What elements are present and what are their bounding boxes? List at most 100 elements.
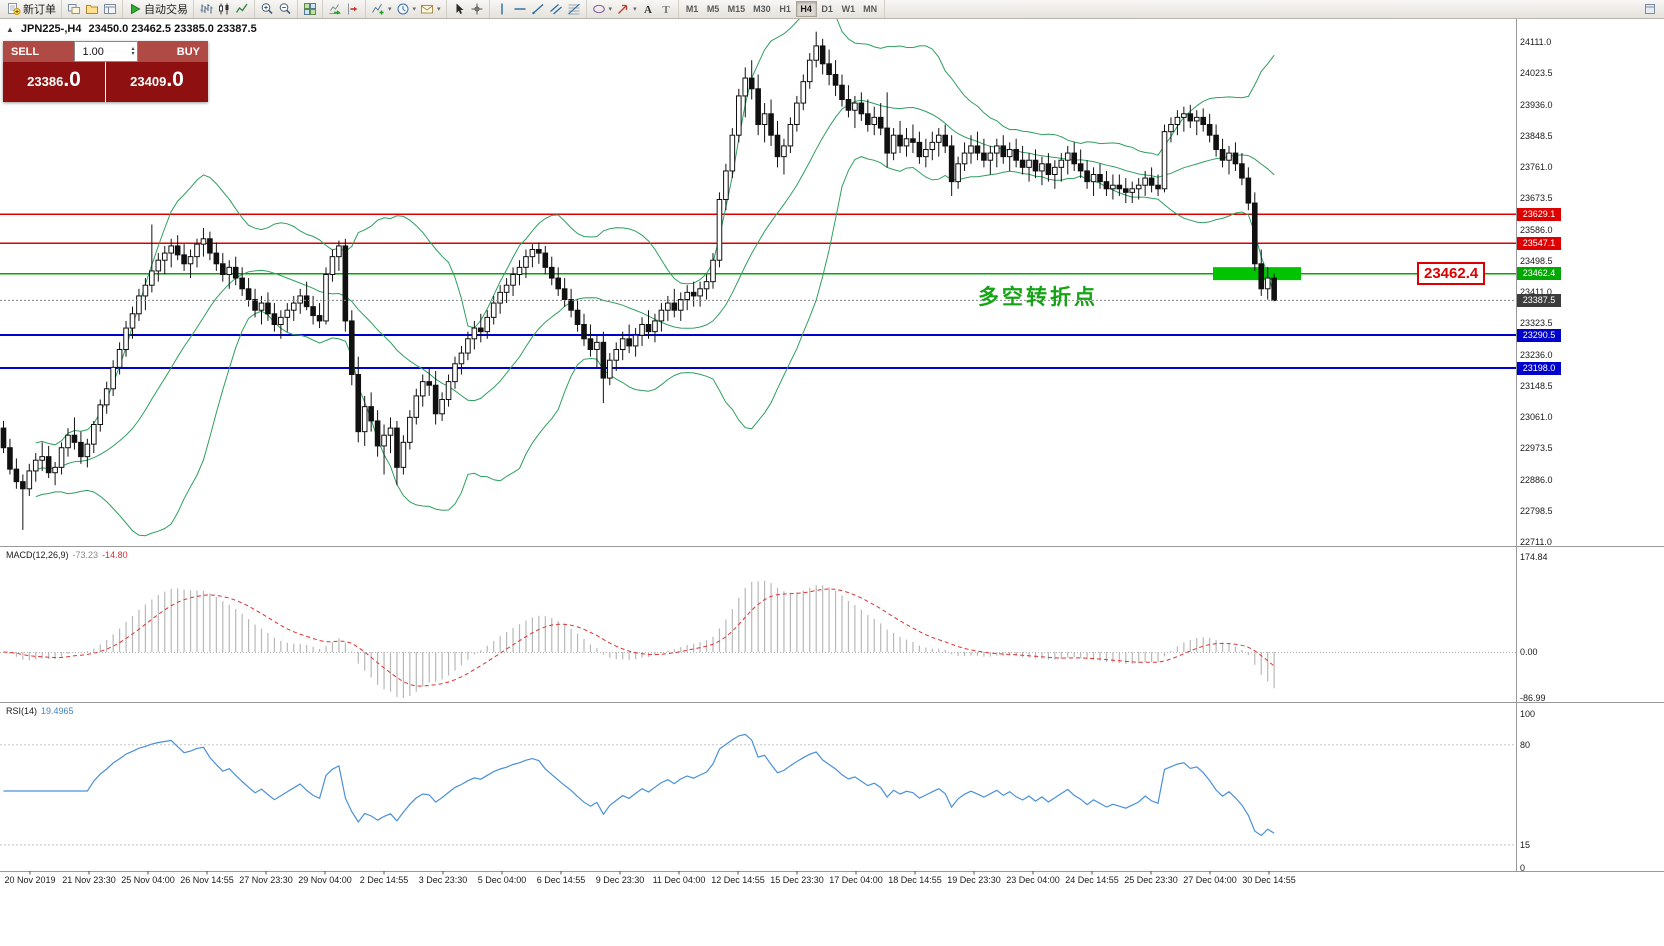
windows-icon <box>1643 2 1657 16</box>
new-order-label: 新订单 <box>23 4 56 16</box>
volume-value: 1.00 <box>82 45 104 58</box>
buy-price[interactable]: 23409.0 <box>106 62 208 102</box>
zoom-out-button[interactable] <box>276 1 294 18</box>
label-icon: T <box>659 2 673 16</box>
dropdown-caret-icon: ▾ <box>608 6 613 13</box>
text-icon: A <box>641 2 655 16</box>
tile-windows-icon <box>303 2 317 16</box>
equidistant-channel-button[interactable] <box>547 1 565 18</box>
toolbar-group <box>323 0 366 18</box>
candlestick-icon <box>217 2 231 16</box>
svg-text:A: A <box>644 4 652 16</box>
indicators-button[interactable]: ▾ <box>369 1 394 18</box>
volume-input[interactable]: 1.00 ▴ ▾ <box>73 41 138 62</box>
volume-up-icon[interactable]: ▴ <box>131 45 135 52</box>
toolbar-group: 新订单 <box>2 0 62 18</box>
sell-price[interactable]: 23386.0 <box>3 62 105 102</box>
charts-icon <box>67 2 81 16</box>
candlesticks <box>0 31 1277 530</box>
text-label-button[interactable]: T <box>657 1 675 18</box>
timeframe-W1-button[interactable]: W1 <box>838 1 860 17</box>
arrows-icon <box>616 2 630 16</box>
zoom-in-icon <box>260 2 274 16</box>
terminal-button[interactable] <box>101 1 119 18</box>
charts-button[interactable] <box>65 1 83 18</box>
crosshair-icon <box>470 2 484 16</box>
toolbar: 新订单 自动交易 ▾ ▾ ▾ ▾ ▾ A T M1 M5 M15 M30 H1 H4 D1 W1 MN <box>0 0 1664 19</box>
line-chart-icon <box>235 2 249 16</box>
profiles-icon <box>85 2 99 16</box>
vline-icon <box>495 2 509 16</box>
cursor-button[interactable] <box>450 1 468 18</box>
templates-button[interactable]: ▾ <box>418 1 443 18</box>
timeframe-H1-button[interactable]: H1 <box>775 1 796 17</box>
svg-text:T: T <box>662 4 670 16</box>
volume-down-icon[interactable]: ▾ <box>131 50 135 57</box>
sell-button[interactable]: SELL <box>3 41 74 62</box>
tile-windows-button[interactable] <box>301 1 319 18</box>
toolbar-groups: 新订单 自动交易 ▾ ▾ ▾ ▾ ▾ A T M1 M5 M15 M30 H1 H4 D1 W1 MN <box>2 0 886 18</box>
cursor-icon <box>452 2 466 16</box>
chart-windows-button[interactable] <box>1641 1 1659 18</box>
play-icon <box>128 2 142 16</box>
timeframe-M30-button[interactable]: M30 <box>749 1 775 17</box>
toolbar-group <box>194 0 255 18</box>
timeframe-D1-button[interactable]: D1 <box>817 1 838 17</box>
one-click-trade-panel: SELL 1.00 ▴ ▾ BUY 23386.0 23409.0 <box>3 41 208 102</box>
toolbar-group: ▾ ▾ A T <box>587 0 679 18</box>
dropdown-caret-icon: ▾ <box>412 6 417 13</box>
new-order-button[interactable]: 新订单 <box>5 1 58 18</box>
toolbar-group <box>490 0 587 18</box>
dropdown-caret-icon: ▾ <box>388 6 392 13</box>
periods-button[interactable]: ▾ <box>394 1 419 18</box>
time-axis-ticks <box>29 871 1270 875</box>
hline-icon <box>513 2 527 16</box>
timeframe-M1-button[interactable]: M1 <box>682 1 703 17</box>
buy-button[interactable]: BUY <box>137 41 208 62</box>
panel-separators <box>0 19 1664 872</box>
auto-scroll-icon <box>328 2 342 16</box>
timeframe-MN-button[interactable]: MN <box>859 1 881 17</box>
clock-icon <box>396 2 410 16</box>
timeframe-group: M1 M5 M15 M30 H1 H4 D1 W1 MN <box>679 0 886 18</box>
timeframe-H4-button[interactable]: H4 <box>795 1 817 17</box>
line-chart-button[interactable] <box>233 1 251 18</box>
trendline-icon <box>531 2 545 16</box>
candlestick-chart-button[interactable] <box>215 1 233 18</box>
highlight-rectangle[interactable] <box>1213 267 1301 281</box>
toolbar-group <box>255 0 298 18</box>
fibonacci-retracement-button[interactable] <box>565 1 583 18</box>
horizontal-line-objects[interactable] <box>0 213 1516 370</box>
zoom-out-icon <box>278 2 292 16</box>
timeframe-M15-button[interactable]: M15 <box>724 1 750 17</box>
vertical-line-button[interactable] <box>493 1 511 18</box>
auto-trading-label: 自动交易 <box>144 4 188 16</box>
mail-icon <box>420 2 434 16</box>
profiles-button[interactable] <box>83 1 101 18</box>
toolbar-group <box>447 0 490 18</box>
text-button[interactable]: A <box>639 1 657 18</box>
terminal-icon <box>103 2 117 16</box>
toolbar-group <box>62 0 123 18</box>
rsi-indicator <box>0 733 1516 846</box>
dropdown-caret-icon: ▾ <box>633 6 637 13</box>
timeframe-M5-button[interactable]: M5 <box>703 1 724 17</box>
chart-shift-button[interactable] <box>344 1 362 18</box>
trendline-button[interactable] <box>529 1 547 18</box>
bar-chart-button[interactable] <box>197 1 215 18</box>
macd-indicator <box>0 580 1516 698</box>
crosshair-button[interactable] <box>468 1 486 18</box>
toolbar-right <box>1638 0 1662 18</box>
zoom-in-button[interactable] <box>258 1 276 18</box>
shapes-button[interactable]: ▾ <box>590 1 615 18</box>
toolbar-group <box>298 0 323 18</box>
auto-scroll-button[interactable] <box>326 1 344 18</box>
horizontal-line-button[interactable] <box>511 1 529 18</box>
auto-trading-button[interactable]: 自动交易 <box>126 1 190 18</box>
new-order-icon <box>7 2 21 16</box>
toolbar-group: ▾ ▾ ▾ <box>366 0 447 18</box>
arrows-button[interactable]: ▾ <box>614 1 639 18</box>
shapes-icon <box>592 2 606 16</box>
toolbar-group: 自动交易 <box>123 0 194 18</box>
